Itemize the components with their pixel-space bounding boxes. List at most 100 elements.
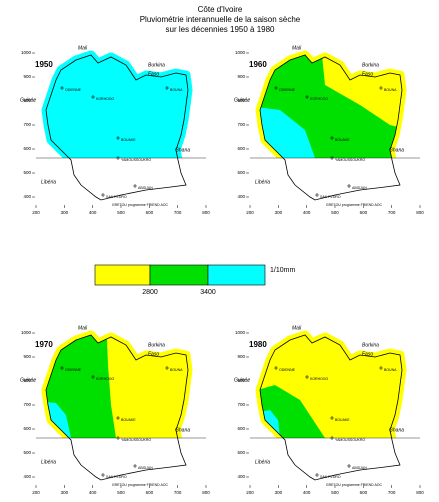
country-border xyxy=(259,334,403,481)
city-label: ABIDJAN xyxy=(352,466,367,470)
city-marker xyxy=(274,366,278,370)
city-marker xyxy=(116,156,120,160)
city-marker xyxy=(379,366,383,370)
country-border xyxy=(259,54,403,201)
country-border xyxy=(45,54,189,201)
place-label: Mali xyxy=(78,45,88,51)
city-label: ABIDJAN xyxy=(138,466,153,470)
city-marker xyxy=(133,464,137,468)
place-label: Burkina xyxy=(362,342,379,348)
y-tick-label: 800 xyxy=(23,378,31,383)
legend-label: 2800 xyxy=(142,289,158,296)
legend-swatch xyxy=(94,264,151,286)
city-label: ABIDJAN xyxy=(352,186,367,190)
y-tick-label: 900 xyxy=(237,354,245,359)
x-tick-label: 800 xyxy=(202,210,210,215)
panel-label: 1980 xyxy=(249,340,267,349)
title-line: Côte d'Ivoire xyxy=(198,5,243,14)
city-marker xyxy=(91,95,95,99)
place-label: Libéria xyxy=(255,179,270,185)
title-line: Pluviométrie interannuelle de la saison … xyxy=(140,15,301,24)
x-tick-label: 200 xyxy=(32,490,40,495)
x-tick-label: 300 xyxy=(275,210,283,215)
city-marker xyxy=(101,193,105,197)
city-label: BOUNA xyxy=(384,88,397,92)
y-tick-label: 800 xyxy=(23,98,31,103)
city-marker xyxy=(91,375,95,379)
city-label: BOUNA xyxy=(170,88,183,92)
y-tick-label: 700 xyxy=(23,122,31,127)
city-marker xyxy=(330,416,334,420)
city-label: ODIENNE xyxy=(65,88,82,92)
y-tick-label: 400 xyxy=(23,194,31,199)
city-marker xyxy=(330,436,334,440)
city-label: YAMOUSSOUKRO xyxy=(335,438,365,442)
y-tick-label: 1000 xyxy=(235,50,246,55)
city-marker xyxy=(274,86,278,90)
city-marker xyxy=(116,416,120,420)
city-label: ODIENNE xyxy=(279,368,296,372)
x-tick-label: 700 xyxy=(388,210,396,215)
x-tick-label: 200 xyxy=(246,210,254,215)
city-label: KORHOGO xyxy=(96,97,115,101)
panel-label: 1970 xyxy=(35,340,53,349)
x-tick-label: 400 xyxy=(89,210,97,215)
x-tick-label: 700 xyxy=(388,490,396,495)
map-panel: 200 300 400 500 600 700 800 400 500 600 700 800 900 1… xyxy=(20,325,210,495)
x-tick-label: 200 xyxy=(32,210,40,215)
title-line: sur les décennies 1950 à 1980 xyxy=(166,25,276,34)
place-label: Mali xyxy=(292,325,302,331)
x-tick-label: 600 xyxy=(146,490,154,495)
city-label: BOUAKE xyxy=(121,418,136,422)
city-label: BOUAKE xyxy=(121,138,136,142)
y-tick-label: 500 xyxy=(23,450,31,455)
place-label: Guinée xyxy=(20,97,36,103)
country-border xyxy=(45,334,189,481)
y-tick-label: 400 xyxy=(23,474,31,479)
city-marker xyxy=(330,136,334,140)
x-tick-label: 800 xyxy=(416,490,424,495)
x-tick-label: 600 xyxy=(360,490,368,495)
x-tick-label: 300 xyxy=(61,490,69,495)
y-tick-label: 600 xyxy=(237,146,245,151)
place-label: Ghana xyxy=(175,427,190,433)
y-tick-label: 500 xyxy=(237,450,245,455)
y-tick-label: 400 xyxy=(237,474,245,479)
city-marker xyxy=(165,366,169,370)
x-tick-label: 400 xyxy=(89,490,97,495)
place-label: Faso xyxy=(362,71,373,77)
place-label: Faso xyxy=(148,351,159,357)
place-label: Mali xyxy=(78,325,88,331)
y-tick-label: 900 xyxy=(23,354,31,359)
x-tick-label: 700 xyxy=(174,490,182,495)
place-label: Ghana xyxy=(175,147,190,153)
city-label: BOUNA xyxy=(170,368,183,372)
city-marker xyxy=(165,86,169,90)
credit: GRETOU programme FRIEND AOC xyxy=(112,483,169,487)
legend-unit: 1/10mm xyxy=(270,267,295,274)
panel-label: 1960 xyxy=(249,60,267,69)
credit: GRETOU programme FRIEND AOC xyxy=(326,483,383,487)
x-tick-label: 300 xyxy=(61,210,69,215)
y-tick-label: 1000 xyxy=(21,330,32,335)
map-panel: 200 300 400 500 600 700 800 400 500 600 700 800 900 1… xyxy=(20,45,210,215)
city-marker xyxy=(347,464,351,468)
city-marker xyxy=(60,366,64,370)
y-tick-label: 700 xyxy=(23,402,31,407)
x-tick-label: 400 xyxy=(303,490,311,495)
panel-label: 1950 xyxy=(35,60,53,69)
y-tick-label: 600 xyxy=(237,426,245,431)
city-label: SAN PEDRO xyxy=(320,475,341,479)
city-label: KORHOGO xyxy=(310,97,329,101)
place-label: Ghana xyxy=(389,427,404,433)
x-tick-label: 500 xyxy=(331,210,339,215)
city-label: ABIDJAN xyxy=(138,186,153,190)
place-label: Faso xyxy=(362,351,373,357)
city-marker xyxy=(305,95,309,99)
city-marker xyxy=(315,193,319,197)
place-label: Libéria xyxy=(255,459,270,465)
x-tick-label: 700 xyxy=(174,210,182,215)
place-label: Guinée xyxy=(234,97,250,103)
city-marker xyxy=(116,136,120,140)
